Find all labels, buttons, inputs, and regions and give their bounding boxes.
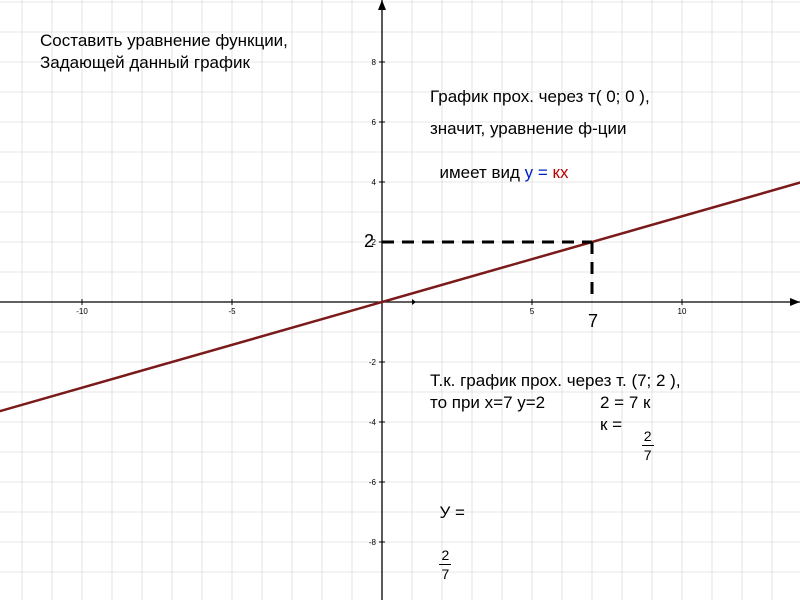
point-y-label: 2 bbox=[364, 230, 374, 253]
svg-text:-8: -8 bbox=[369, 538, 377, 547]
svg-text:4: 4 bbox=[372, 178, 377, 187]
svg-text:10: 10 bbox=[678, 307, 687, 316]
svg-text:-2: -2 bbox=[369, 358, 377, 367]
problem-title-line1: Составить уравнение функции, bbox=[40, 30, 288, 52]
final-eq: У = 27 Х bbox=[430, 480, 465, 600]
problem-title-line2: Задающей данный график bbox=[40, 52, 250, 74]
svg-text:5: 5 bbox=[530, 307, 535, 316]
deriv-line2a: то при х=7 у=2 bbox=[430, 392, 545, 414]
svg-text:-6: -6 bbox=[369, 478, 377, 487]
svg-text:6: 6 bbox=[372, 118, 377, 127]
final-frac-num: 2 bbox=[439, 546, 451, 565]
point-x-label: 7 bbox=[588, 310, 598, 333]
final-eq-y: У = bbox=[439, 503, 464, 522]
frac-num: 2 bbox=[642, 427, 654, 446]
coordinate-plane: -10 -5 5 10 -8 -6 -4 -2 2 4 6 8 bbox=[0, 0, 800, 600]
explain-line3-pre: имеет вид bbox=[439, 163, 524, 182]
explain-line3: имеет вид у = кх bbox=[430, 140, 568, 184]
deriv-line1: Т.к. график прох. через т. (7; 2 ), bbox=[430, 370, 681, 392]
svg-text:-5: -5 bbox=[228, 307, 236, 316]
frac-den: 7 bbox=[642, 446, 654, 464]
svg-text:8: 8 bbox=[372, 58, 377, 67]
svg-text:-4: -4 bbox=[369, 418, 377, 427]
deriv-k-frac: 27 bbox=[634, 409, 654, 465]
svg-text:-10: -10 bbox=[76, 307, 88, 316]
explain-line3-kx: кх bbox=[553, 163, 569, 182]
explain-line1: График прох. через т( 0; 0 ), bbox=[430, 86, 650, 108]
explain-line3-y: у = bbox=[525, 163, 553, 182]
explain-line2: значит, уравнение ф-ции bbox=[430, 118, 627, 140]
deriv-k-equals: к = bbox=[600, 414, 622, 436]
final-frac-den: 7 bbox=[439, 565, 451, 583]
